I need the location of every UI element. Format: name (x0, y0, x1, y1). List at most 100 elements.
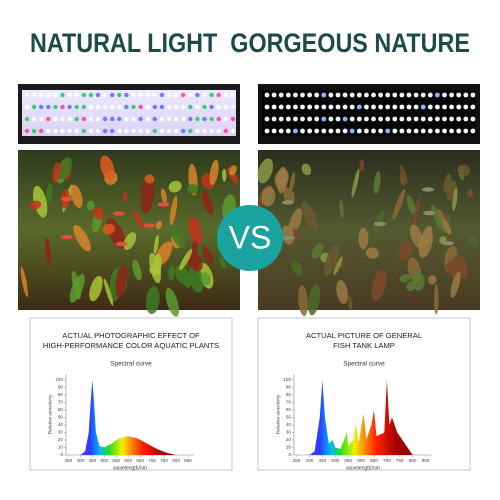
led (202, 92, 207, 98)
leaf (392, 188, 406, 220)
leaf (333, 256, 343, 276)
fish (422, 187, 435, 192)
led (427, 128, 433, 134)
led (31, 116, 37, 122)
led (456, 116, 462, 122)
leaf (219, 257, 227, 269)
led (159, 128, 165, 134)
leaf (457, 164, 471, 177)
caption: FISH TANK LAMP (333, 341, 395, 350)
leaf (468, 235, 478, 247)
y-tick-label: 50 (286, 415, 292, 420)
led (413, 116, 419, 122)
led (328, 92, 334, 98)
led (60, 128, 65, 134)
led (173, 116, 179, 122)
led (456, 128, 462, 134)
led (442, 104, 447, 110)
led (300, 128, 305, 134)
leaf (283, 187, 295, 205)
led (427, 116, 433, 122)
led (456, 92, 462, 98)
led (230, 128, 236, 134)
led (442, 128, 447, 134)
led (314, 116, 320, 122)
leaf (222, 168, 227, 182)
leaf (179, 248, 193, 271)
led (173, 92, 179, 98)
leaf (103, 278, 114, 306)
led (166, 128, 172, 134)
led (181, 92, 186, 98)
led (117, 128, 122, 134)
x-tick-label: 450 (319, 458, 327, 463)
led (435, 116, 440, 122)
y-tick-label: 10 (286, 445, 292, 450)
led (74, 116, 79, 122)
led (209, 128, 214, 134)
led (314, 92, 320, 98)
led (117, 116, 122, 122)
x-tick-label: 700 (148, 458, 156, 463)
led (413, 104, 419, 110)
led (223, 128, 228, 134)
led (356, 104, 362, 110)
led (420, 92, 426, 98)
led (300, 92, 305, 98)
leaf (20, 266, 28, 298)
led (427, 92, 433, 98)
led (285, 104, 291, 110)
leaf (436, 209, 445, 220)
led (102, 116, 108, 122)
leaf (165, 287, 180, 317)
leaf (149, 266, 162, 276)
led (152, 128, 157, 134)
led (392, 104, 398, 110)
led (278, 128, 284, 134)
x-tick-label: 850 (184, 458, 192, 463)
leaf (257, 158, 274, 184)
led (264, 92, 270, 98)
leaf (452, 187, 458, 211)
led (31, 104, 37, 110)
caption: ACTUAL PHOTOGRAPHIC EFFECT OF (62, 331, 200, 340)
led (335, 128, 341, 134)
led (60, 104, 65, 110)
leaf (347, 295, 353, 311)
y-tick-label: 100 (283, 377, 291, 382)
led (420, 128, 426, 134)
leaf (92, 206, 104, 220)
led (271, 116, 277, 122)
leaf (123, 232, 137, 250)
led (470, 92, 476, 98)
x-tick-label: 750 (160, 458, 168, 463)
led (349, 104, 355, 110)
leaf (308, 283, 321, 316)
led (335, 116, 341, 122)
leaf (188, 265, 204, 293)
led (399, 116, 405, 122)
leaf (168, 265, 175, 281)
led (159, 92, 165, 98)
led (31, 128, 37, 134)
led (223, 92, 228, 98)
leaf (45, 237, 51, 266)
led (442, 92, 447, 98)
led (371, 92, 376, 98)
photos (18, 150, 480, 317)
fish (373, 221, 386, 227)
leaf (202, 246, 213, 264)
leaf (291, 260, 303, 276)
led (95, 116, 101, 122)
led (278, 116, 284, 122)
led (328, 104, 334, 110)
leaf (311, 243, 324, 259)
fish (441, 241, 454, 246)
led (124, 116, 129, 122)
led (420, 104, 426, 110)
led (293, 104, 298, 110)
y-tick-label: 30 (286, 430, 292, 435)
led (385, 116, 391, 122)
led (307, 128, 312, 134)
x-tick-label: 400 (77, 458, 85, 463)
